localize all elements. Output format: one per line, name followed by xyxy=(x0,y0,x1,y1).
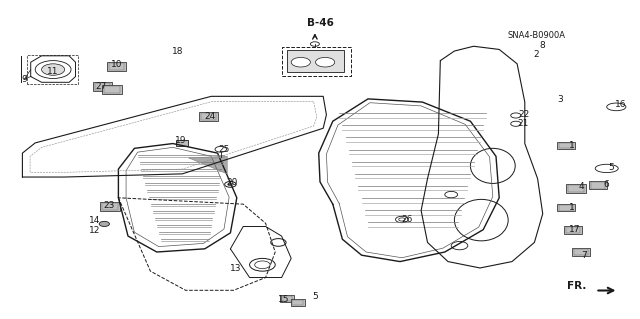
Text: 15: 15 xyxy=(278,295,289,304)
Text: 25: 25 xyxy=(218,145,230,154)
Text: 27: 27 xyxy=(95,82,107,91)
Text: FR.: FR. xyxy=(567,280,586,291)
Text: 7: 7 xyxy=(581,251,586,260)
Bar xyxy=(201,113,216,120)
Text: 3: 3 xyxy=(557,95,563,104)
Bar xyxy=(589,181,607,189)
Ellipse shape xyxy=(42,64,65,75)
Text: 14: 14 xyxy=(89,216,100,225)
Bar xyxy=(559,205,573,211)
Text: 9: 9 xyxy=(22,75,27,84)
Text: 26: 26 xyxy=(401,215,413,224)
Bar xyxy=(102,85,122,94)
Bar xyxy=(566,226,580,233)
Text: 4: 4 xyxy=(579,182,584,191)
Text: 17: 17 xyxy=(569,225,580,234)
Text: 21: 21 xyxy=(518,119,529,128)
Ellipse shape xyxy=(291,57,310,67)
Text: 20: 20 xyxy=(226,178,237,187)
Text: 13: 13 xyxy=(230,264,241,273)
Bar xyxy=(104,86,120,93)
Bar xyxy=(109,63,124,70)
Text: 1: 1 xyxy=(569,141,574,150)
Bar xyxy=(557,204,575,211)
Text: 12: 12 xyxy=(89,226,100,235)
Bar xyxy=(564,226,582,234)
Bar xyxy=(591,182,605,189)
Text: 5: 5 xyxy=(313,292,318,301)
Text: 1: 1 xyxy=(569,204,574,212)
Bar xyxy=(566,184,586,193)
Text: 2: 2 xyxy=(534,50,539,59)
Text: 18: 18 xyxy=(172,47,184,56)
Bar xyxy=(287,50,344,72)
Text: 16: 16 xyxy=(615,100,627,109)
Text: 6: 6 xyxy=(604,180,609,189)
Bar xyxy=(176,140,188,146)
Bar xyxy=(100,202,120,211)
Ellipse shape xyxy=(99,221,109,226)
Bar xyxy=(572,248,590,256)
Bar xyxy=(282,47,351,76)
Bar xyxy=(107,62,126,71)
Bar xyxy=(557,142,575,149)
Text: 22: 22 xyxy=(518,110,529,119)
Bar xyxy=(282,296,292,301)
Text: 10: 10 xyxy=(111,60,123,69)
Text: 24: 24 xyxy=(204,112,216,121)
Bar xyxy=(102,203,118,210)
Ellipse shape xyxy=(316,57,335,67)
Bar xyxy=(292,300,303,305)
Text: 8: 8 xyxy=(540,41,545,50)
Text: 23: 23 xyxy=(103,201,115,210)
Bar xyxy=(559,143,573,148)
Bar xyxy=(95,83,110,90)
Polygon shape xyxy=(189,156,227,174)
Bar xyxy=(199,112,218,121)
Bar xyxy=(568,185,584,192)
Text: 19: 19 xyxy=(175,137,186,145)
Bar xyxy=(93,82,112,91)
Bar xyxy=(291,299,305,306)
Bar xyxy=(280,295,294,302)
Text: B-46: B-46 xyxy=(307,18,333,28)
Text: 11: 11 xyxy=(47,67,58,76)
Text: SNA4-B0900A: SNA4-B0900A xyxy=(508,31,565,40)
Bar xyxy=(574,249,588,255)
Text: 5: 5 xyxy=(609,163,614,172)
